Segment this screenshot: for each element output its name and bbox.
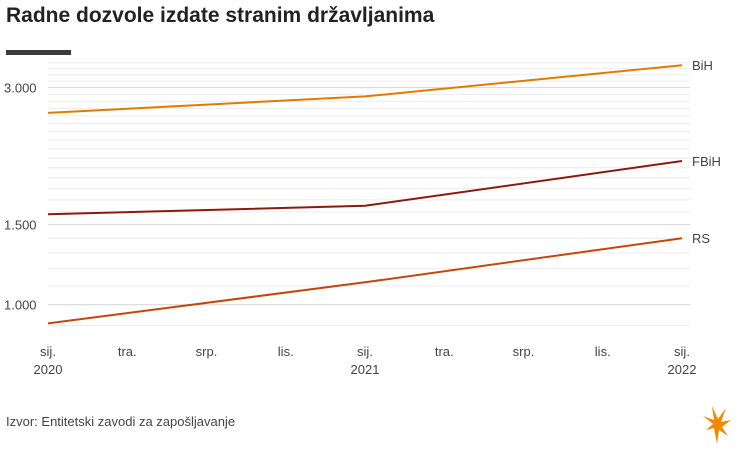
x-tick-year-label: 2020 [34, 362, 63, 377]
y-tick-label: 3.000 [4, 81, 37, 96]
series-line-rs [47, 237, 683, 325]
x-tick-label: tra. [435, 344, 454, 359]
chart-title: Radne dozvole izdate stranim državljanim… [6, 4, 435, 27]
series-line-bih [47, 64, 683, 114]
title-underline [6, 50, 71, 55]
series-labels: BiH FBiH RS [692, 58, 721, 246]
x-axis-ticks: sij. 2020 tra. srp. lis. sij. 2021 tra. srp. lis.… [34, 344, 697, 377]
grid-lines [48, 62, 690, 327]
x-tick-label: lis. [595, 344, 611, 359]
x-tick-year-label: 2022 [668, 362, 697, 377]
y-tick-label: 1.500 [4, 218, 37, 233]
x-tick-label: sij. [40, 344, 56, 359]
rfe-rl-flame-icon [703, 406, 731, 444]
series-lines [47, 64, 683, 325]
x-tick-label: srp. [513, 344, 535, 359]
x-tick-label: sij. [674, 344, 690, 359]
x-tick-label: tra. [118, 344, 137, 359]
x-tick-year-label: 2021 [351, 362, 380, 377]
source-note: Izvor: Entitetski zavodi za zapošljavanj… [6, 414, 236, 429]
x-tick-label: sij. [357, 344, 373, 359]
y-axis-ticks: 1.000 1.500 3.000 [4, 81, 37, 313]
x-tick-label: srp. [196, 344, 218, 359]
series-label-bih: BiH [692, 58, 713, 73]
series-line-fbih [47, 160, 683, 216]
series-label-fbih: FBiH [692, 154, 721, 169]
y-tick-label: 1.000 [4, 298, 37, 313]
x-tick-label: lis. [278, 344, 294, 359]
series-label-rs: RS [692, 231, 710, 246]
